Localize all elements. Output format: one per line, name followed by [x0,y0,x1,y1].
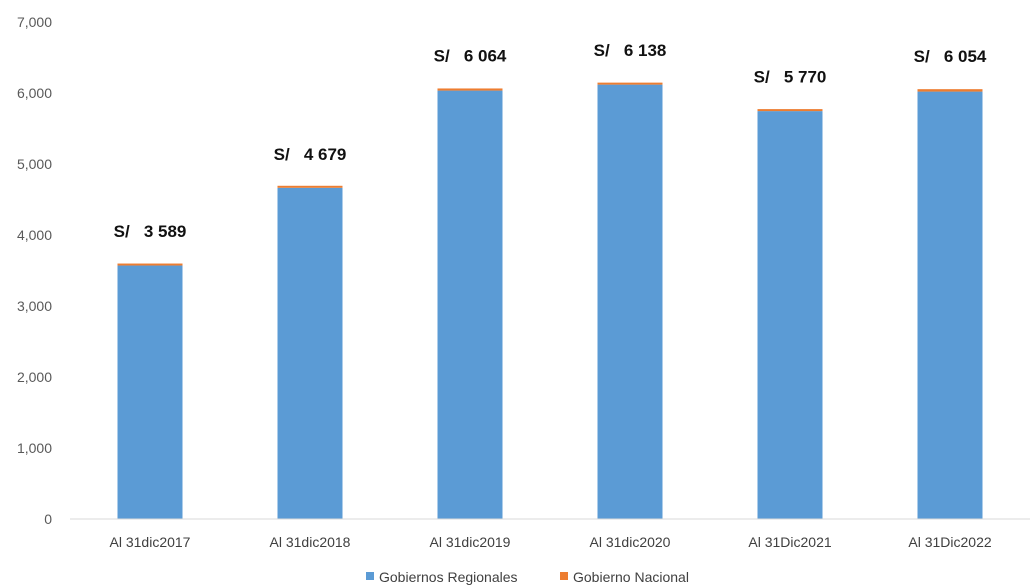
x-axis: Al 31dic2017 Al 31dic2018 Al 31dic2019 Al 3… [70,518,1030,550]
bar-gobierno-nacional [437,88,503,91]
total-data-label: S/ 6 138 [594,41,667,60]
bar-gobierno-nacional [117,263,183,266]
x-tick-label: Al 31dic2020 [590,534,671,550]
y-tick-label: 4,000 [17,227,52,243]
legend: Gobiernos Regionales Gobierno Nacional [366,569,689,585]
bar-gobiernos-regionales [917,91,983,519]
y-tick-label: 3,000 [17,298,52,314]
x-tick-label: Al 31Dic2021 [748,534,831,550]
x-tick-label: Al 31Dic2022 [908,534,991,550]
bar-gobierno-nacional [917,89,983,92]
legend-label-gobierno-nacional: Gobierno Nacional [573,569,689,585]
legend-swatch-gobierno-nacional [560,572,568,580]
bar-gobierno-nacional [597,82,663,85]
total-data-label: S/ 5 770 [754,67,827,86]
bar-gobiernos-regionales [117,265,183,519]
y-tick-label: 0 [44,511,52,527]
bar-gobiernos-regionales [277,187,343,519]
legend-label-gobiernos-regionales: Gobiernos Regionales [379,569,518,585]
bar-gobiernos-regionales [437,90,503,519]
total-data-label: S/ 3 589 [114,222,187,241]
x-tick-label: Al 31dic2017 [110,534,191,550]
bar-gobiernos-regionales [757,111,823,519]
total-data-label: S/ 4 679 [274,145,347,164]
y-tick-label: 2,000 [17,369,52,385]
x-tick-label: Al 31dic2019 [430,534,511,550]
bars [117,82,983,519]
bar-gobierno-nacional [277,185,343,188]
y-tick-label: 6,000 [17,85,52,101]
y-axis: 0 1,000 2,000 3,000 4,000 5,000 6,000 7,000 [17,14,52,527]
total-data-label: S/ 6 064 [434,46,507,65]
y-tick-label: 5,000 [17,156,52,172]
bar-gobiernos-regionales [597,84,663,519]
total-data-label: S/ 6 054 [914,47,987,66]
legend-swatch-gobiernos-regionales [366,572,374,580]
x-tick-label: Al 31dic2018 [270,534,351,550]
y-tick-label: 1,000 [17,440,52,456]
y-tick-label: 7,000 [17,14,52,30]
total-labels: S/ 3 589 S/ 4 679 S/ 6 064 S/ 6 138 S/ 5 770… [114,41,987,241]
bar-gobierno-nacional [757,109,823,112]
